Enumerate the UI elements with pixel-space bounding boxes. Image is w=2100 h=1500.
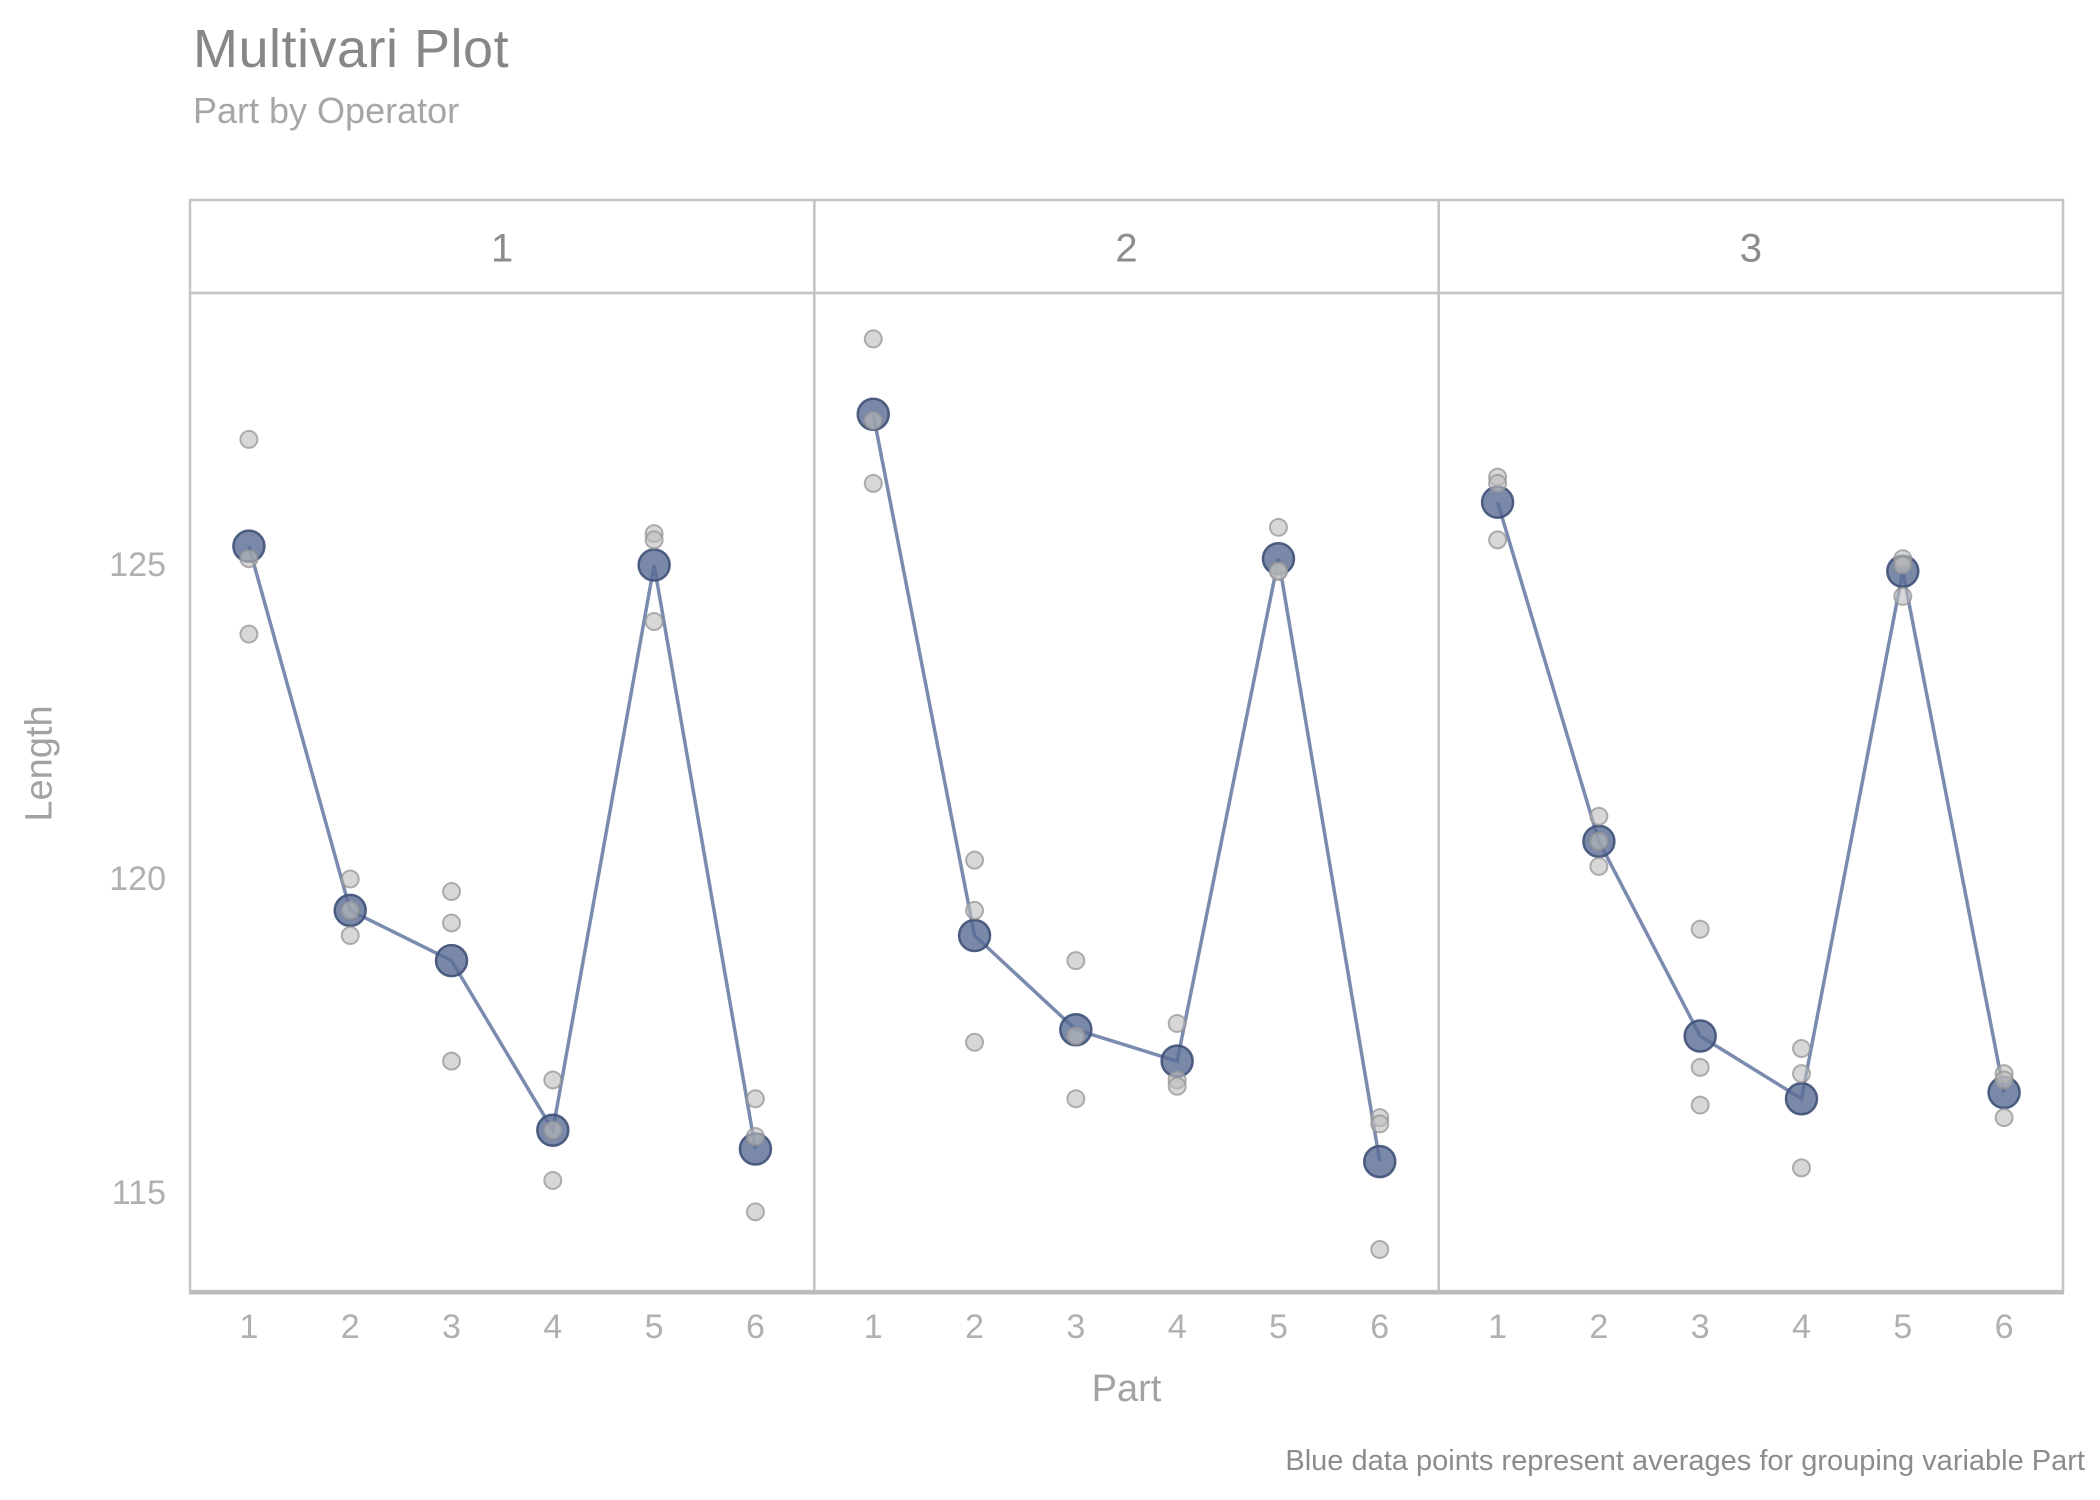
mean-line <box>247 545 758 1150</box>
x-tick-label: 5 <box>1269 1308 1288 1346</box>
x-tick-label: 2 <box>1589 1308 1608 1346</box>
raw-data-point <box>1893 555 1913 575</box>
y-axis-title: Length <box>18 705 61 822</box>
facet-header-label: 2 <box>1115 227 1137 271</box>
raw-data-point <box>745 1202 765 1222</box>
raw-data-point <box>1791 1064 1811 1084</box>
raw-data-point <box>644 530 664 550</box>
x-tick-label: 4 <box>1792 1308 1811 1346</box>
mean-point <box>957 918 992 953</box>
raw-data-point <box>863 473 883 493</box>
mean-line <box>871 413 1382 1162</box>
x-tick-label: 4 <box>1168 1308 1187 1346</box>
raw-data-point <box>1893 586 1913 606</box>
raw-data-point <box>1690 1057 1710 1077</box>
mean-point <box>1683 1019 1717 1053</box>
footer-note: Blue data points represent averages for … <box>1285 1445 2085 1477</box>
x-tick-label: 5 <box>645 1308 664 1346</box>
raw-data-point <box>1370 1240 1390 1260</box>
raw-data-point <box>1589 831 1609 851</box>
facet-header-label: 3 <box>1740 227 1762 271</box>
x-tick-label: 2 <box>341 1308 360 1346</box>
raw-data-point <box>965 1032 985 1052</box>
raw-data-point <box>1994 1108 2014 1128</box>
raw-data-point <box>965 900 985 920</box>
raw-data-point <box>1690 919 1710 939</box>
mean-point <box>1363 1144 1397 1179</box>
raw-data-point <box>1066 1089 1086 1109</box>
raw-data-point <box>340 869 360 889</box>
x-tick-label: 1 <box>864 1308 883 1346</box>
y-tick-label: 125 <box>109 546 166 584</box>
raw-data-point <box>543 1070 563 1090</box>
raw-data-point <box>1589 806 1609 826</box>
mean-point <box>1784 1082 1819 1116</box>
x-tick-label: 6 <box>1995 1308 2014 1346</box>
y-tick-label: 115 <box>112 1174 166 1212</box>
facet-panel-box <box>813 291 1440 1293</box>
x-tick-label: 3 <box>442 1308 461 1346</box>
y-tick-label: 120 <box>109 860 166 898</box>
raw-data-point <box>965 850 985 870</box>
x-tick-label: 6 <box>1370 1308 1389 1346</box>
chart-title: Multivari Plot <box>193 19 510 79</box>
x-tick-label: 3 <box>1691 1308 1710 1346</box>
raw-data-point <box>239 624 259 644</box>
raw-data-point <box>1167 1013 1187 1033</box>
facet-panel-box <box>188 291 816 1293</box>
raw-data-point <box>1268 517 1288 537</box>
raw-data-point <box>442 882 462 902</box>
mean-line <box>1495 501 2006 1102</box>
x-tick-label: 3 <box>1066 1308 1085 1346</box>
x-tick-label: 1 <box>1488 1308 1507 1346</box>
chart-subtitle: Part by Operator <box>193 90 460 131</box>
mean-point <box>637 548 671 582</box>
raw-data-point <box>1268 561 1288 581</box>
raw-data-point <box>239 429 259 449</box>
raw-data-point <box>1791 1039 1811 1059</box>
raw-data-point <box>863 329 883 349</box>
raw-data-point <box>442 1051 462 1071</box>
x-axis-title: Part <box>1091 1368 1162 1410</box>
x-tick-label: 4 <box>543 1308 562 1346</box>
raw-data-point <box>1488 530 1508 550</box>
raw-data-point <box>1690 1095 1710 1115</box>
x-tick-label: 2 <box>965 1308 984 1346</box>
raw-data-point <box>1488 473 1508 493</box>
raw-data-point <box>745 1089 765 1109</box>
raw-data-point <box>1066 1026 1086 1046</box>
facet-panel-box <box>1437 291 2065 1293</box>
raw-data-point <box>442 913 462 933</box>
x-tick-label: 1 <box>239 1308 258 1346</box>
raw-data-point <box>745 1126 765 1146</box>
facet-header-label: 1 <box>491 227 513 271</box>
raw-data-point <box>1167 1076 1187 1096</box>
raw-data-point <box>543 1120 563 1140</box>
raw-data-point <box>1791 1158 1811 1178</box>
raw-data-point <box>1370 1114 1390 1134</box>
raw-data-point <box>1994 1070 2014 1090</box>
raw-data-point <box>239 549 259 569</box>
raw-data-point <box>1066 951 1086 971</box>
raw-data-point <box>863 411 883 431</box>
raw-data-point <box>644 612 664 632</box>
raw-data-point <box>340 926 360 946</box>
raw-data-point <box>543 1170 563 1190</box>
raw-data-point <box>340 900 360 920</box>
x-tick-label: 6 <box>746 1308 765 1346</box>
raw-data-point <box>1589 856 1609 876</box>
mean-point <box>434 943 469 978</box>
x-tick-label: 5 <box>1893 1308 1912 1346</box>
